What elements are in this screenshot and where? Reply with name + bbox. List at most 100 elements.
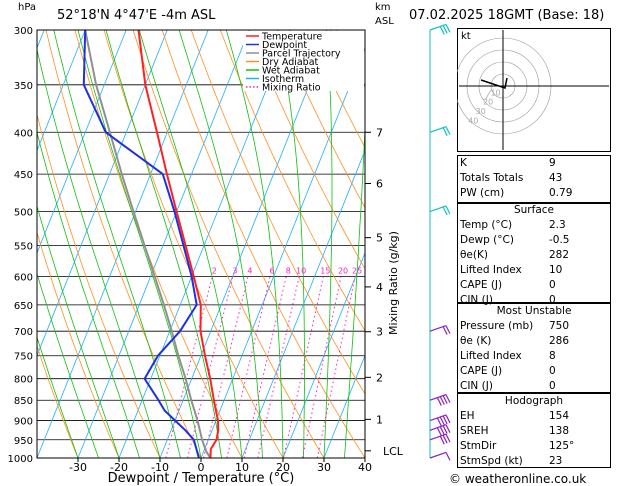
- index-value: 2.3: [549, 219, 566, 231]
- index-value: -0.5: [549, 234, 570, 246]
- pressure-tick-label: 850: [14, 396, 33, 407]
- index-label: Totals Totals: [460, 172, 524, 184]
- index-label: θe (K): [460, 335, 492, 347]
- asl-unit-label: ASL: [375, 16, 394, 27]
- hodograph-indices-box: [457, 393, 611, 468]
- temperature-tick-label: -20: [110, 461, 128, 474]
- wet-adiabat-line: [37, 336, 79, 458]
- index-row: SREH 138: [457, 425, 611, 439]
- temperature-tick-label: 30: [317, 461, 331, 474]
- mixing-ratio-label: 4: [247, 266, 252, 275]
- pressure-tick-label: 1000: [8, 454, 33, 465]
- mixing-ratio-label: 8: [286, 266, 291, 275]
- km-unit-label: km: [375, 2, 391, 13]
- index-label: StmDir: [460, 440, 497, 452]
- km-tick-label: 7: [376, 126, 383, 139]
- index-row: Totals Totals 43: [457, 172, 611, 186]
- index-row: Lifted Index 10: [457, 264, 611, 278]
- pressure-tick-label: 700: [14, 327, 33, 338]
- temperature-tick-label: 10: [235, 461, 249, 474]
- index-value: 0.79: [549, 187, 573, 199]
- hodograph-trace: [480, 77, 508, 89]
- index-value: 23: [549, 455, 563, 467]
- km-tick-label: LCL: [383, 445, 404, 458]
- datetime-label: 07.02.2025 18GMT (Base: 18): [409, 8, 605, 23]
- dry-adiabat-line: [278, 30, 365, 209]
- index-label: Lifted Index: [460, 264, 522, 276]
- most-unstable-box: [457, 303, 611, 393]
- temperature-tick-label: -10: [151, 461, 169, 474]
- index-label: CAPE (J): [460, 279, 503, 291]
- wind-barb: [429, 394, 451, 406]
- indices-top-box: [457, 155, 611, 203]
- wind-barb: [429, 451, 451, 461]
- index-row: CAPE (J) 0: [457, 365, 611, 379]
- isotherm-line: [77, 30, 250, 458]
- mixing-ratio-line: [203, 276, 249, 458]
- index-label: StmSpd (kt): [460, 455, 523, 467]
- legend-label: Dewpoint: [262, 40, 307, 51]
- mixing-ratio-line: [316, 276, 356, 458]
- hodograph-storm-motion: [484, 89, 492, 101]
- pressure-tick-label: 750: [14, 352, 33, 363]
- isotherm-line: [0, 30, 3, 458]
- isotherm-line: [323, 354, 365, 458]
- mixing-ratio-axis-title: Mixing Ratio (g/kg): [387, 231, 400, 335]
- pressure-tick-label: 400: [14, 128, 33, 139]
- wind-barb: [429, 23, 451, 35]
- wind-barb: [429, 126, 451, 136]
- mixing-ratio-label: 15: [320, 266, 330, 275]
- pressure-tick-label: 450: [14, 170, 33, 181]
- index-value: 9: [549, 157, 556, 169]
- wet-adiabat-line: [37, 48, 161, 458]
- km-tick-label: 3: [376, 326, 383, 339]
- temperature-profile: [137, 30, 220, 458]
- index-row: Dewp (°C) -0.5: [457, 234, 611, 248]
- legend-label: Mixing Ratio: [262, 83, 321, 94]
- index-value: 0: [549, 294, 556, 306]
- parcel-trajectory: [84, 30, 212, 458]
- wet-adiabat-line: [277, 30, 305, 458]
- dry-adiabat-line: [74, 30, 243, 458]
- index-value: 125°: [549, 440, 575, 452]
- index-label: K: [460, 157, 467, 169]
- index-row: StmSpd (kt) 23: [457, 455, 611, 469]
- hodograph-ring-label: 40: [468, 116, 478, 125]
- dry-adiabat-line: [161, 30, 365, 458]
- temperature-tick-label: 40: [358, 461, 372, 474]
- dry-adiabat-line: [190, 30, 365, 395]
- index-value: 154: [549, 410, 570, 422]
- temperature-tick-label: 20: [276, 461, 290, 474]
- wet-adiabat-line: [344, 118, 365, 458]
- dry-adiabat-line: [132, 30, 325, 458]
- isotherm-line: [200, 46, 365, 458]
- index-value: 0: [549, 380, 556, 392]
- index-section-title: Surface: [513, 204, 554, 216]
- mixing-ratio-label: 6: [269, 266, 274, 275]
- index-section-title: Hodograph: [504, 395, 564, 407]
- km-tick-label: 5: [376, 232, 383, 245]
- index-label: CIN (J): [460, 380, 493, 392]
- x-axis-title: Dewpoint / Temperature (°C): [108, 471, 295, 486]
- wet-adiabat-line: [323, 30, 333, 458]
- index-value: 282: [549, 249, 570, 261]
- index-label: PW (cm): [460, 187, 505, 199]
- mixing-ratio-label: 2: [212, 266, 217, 275]
- temperature-tick-label: 0: [198, 461, 205, 474]
- index-row: θe (K) 286: [457, 335, 611, 349]
- index-row: θe(K) 282: [457, 249, 611, 263]
- isotherm-line: [241, 149, 365, 458]
- index-row: StmDir 125°: [457, 440, 611, 454]
- km-tick-label: 4: [376, 281, 383, 294]
- index-label: Pressure (mb): [460, 320, 534, 332]
- index-label: EH: [460, 410, 475, 422]
- index-row: PW (cm) 0.79: [457, 187, 611, 201]
- index-row: CAPE (J) 0: [457, 279, 611, 293]
- copyright: © weatheronline.co.uk: [449, 472, 587, 486]
- wet-adiabat-line: [178, 30, 263, 458]
- pressure-tick-label: 600: [14, 272, 33, 283]
- location-label: 52°18'N 4°47'E -4m ASL: [57, 8, 216, 23]
- legend-label: Parcel Trajectory: [262, 49, 341, 60]
- pressure-tick-label: 650: [14, 301, 33, 312]
